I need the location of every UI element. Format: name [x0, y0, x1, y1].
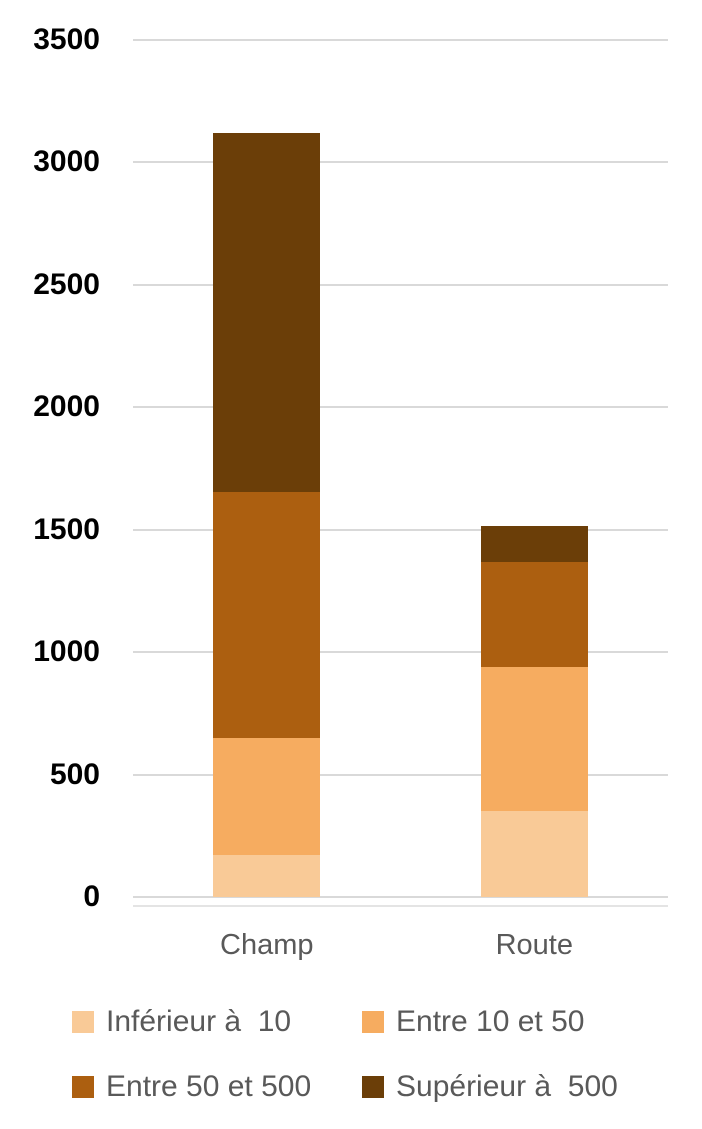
bar-champ-segment-2 [213, 491, 321, 738]
legend-label-2: Entre 50 et 500 [106, 1070, 312, 1103]
bar-champ-segment-1 [213, 737, 321, 856]
legend-item-0: Inférieur à 10 [72, 1005, 291, 1039]
y-tick-label-2500: 2500 [33, 267, 100, 301]
y-tick-label-500: 500 [49, 757, 100, 791]
gridline-500 [133, 773, 668, 776]
category-label-route: Route [495, 929, 573, 961]
bar-champ-segment-3 [213, 133, 321, 492]
gridline-1500 [133, 528, 668, 531]
y-tick-label-1000: 1000 [33, 635, 100, 669]
legend-swatch-icon-2 [72, 1076, 94, 1098]
bar-route-segment-3 [480, 526, 588, 562]
gridline-0 [133, 896, 668, 898]
gridline-2500 [133, 283, 668, 286]
bar-route-segment-1 [480, 666, 588, 812]
x-axis-line [133, 905, 668, 907]
bar-route-segment-0 [480, 811, 588, 897]
bar-champ-segment-0 [213, 855, 321, 897]
gridline-3000 [133, 161, 668, 164]
gridline-2000 [133, 406, 668, 409]
legend-swatch-icon-0 [72, 1011, 94, 1033]
bar-route-segment-2 [480, 561, 588, 667]
y-tick-label-2000: 2000 [33, 390, 100, 424]
legend-swatch-icon-3 [362, 1076, 384, 1098]
legend-item-1: Entre 10 et 50 [362, 1005, 584, 1039]
gridline-1000 [133, 651, 668, 654]
gridline-3500 [133, 39, 668, 41]
legend-label-1: Entre 10 et 50 [396, 1005, 585, 1038]
legend-label-3: Supérieur à 500 [396, 1070, 618, 1103]
category-label-champ: Champ [220, 929, 314, 961]
y-tick-label-0: 0 [83, 880, 100, 913]
legend-item-3: Supérieur à 500 [362, 1070, 618, 1104]
legend-label-0: Inférieur à 10 [106, 1005, 292, 1038]
y-tick-label-3500: 3500 [33, 23, 100, 56]
legend-swatch-icon-1 [362, 1011, 384, 1033]
y-tick-label-1500: 1500 [33, 512, 100, 546]
y-tick-label-3000: 3000 [33, 145, 100, 179]
legend-item-2: Entre 50 et 500 [72, 1070, 311, 1104]
